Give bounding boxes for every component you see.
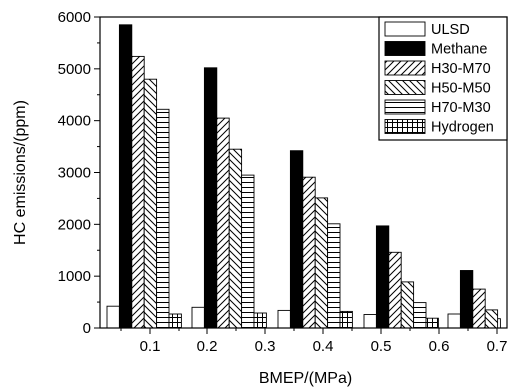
bar-hydrogen-3 bbox=[339, 310, 353, 329]
bars-layer bbox=[106, 24, 501, 329]
x-tick-label: 0.5 bbox=[371, 338, 392, 355]
bar-hydrogen-1 bbox=[168, 313, 182, 329]
bar-methane-1 bbox=[118, 24, 133, 329]
x-axis: 0.1 0.2 0.3 0.4 0.5 0.6 0.7 bbox=[120, 328, 508, 355]
legend-swatch-ulsd bbox=[384, 21, 426, 37]
y-tick-label: 1000 bbox=[58, 268, 91, 285]
bar-hydrogen-4 bbox=[425, 317, 439, 329]
y-tick-label: 5000 bbox=[58, 61, 91, 78]
y-tick-label: 3000 bbox=[58, 165, 91, 182]
x-tick-label: 0.6 bbox=[429, 338, 450, 355]
legend-swatch-h30-m70 bbox=[384, 60, 426, 76]
bar-ulsd-5 bbox=[447, 313, 461, 329]
bar-h70-m30-4 bbox=[413, 302, 427, 329]
x-tick-label: 0.3 bbox=[255, 338, 276, 355]
legend-label-hydrogen: Hydrogen bbox=[431, 120, 494, 136]
y-axis: 0 1000 2000 3000 4000 5000 6000 bbox=[58, 9, 100, 337]
bar-h70-m30-2 bbox=[241, 174, 255, 329]
bar-hydrogen-2 bbox=[253, 312, 267, 329]
bar-h30-m70-1 bbox=[131, 55, 145, 329]
legend-swatch-methane bbox=[384, 41, 426, 56]
bar-h50-m50-3 bbox=[314, 197, 329, 329]
x-axis-title: BMEP/(MPa) bbox=[259, 370, 352, 387]
bar-h50-m50-1 bbox=[143, 78, 158, 329]
bar-h70-m30-3 bbox=[327, 223, 341, 329]
bar-h30-m70-5 bbox=[472, 288, 486, 329]
bar-h50-m50-4 bbox=[400, 281, 415, 329]
legend: ULSD Methane H30-M70 H50-M50 H70-M30 Hydrogen bbox=[378, 16, 508, 141]
legend-label-h70-m30: H70-M30 bbox=[431, 100, 491, 116]
bar-h50-m50-2 bbox=[228, 148, 243, 329]
y-tick-label: 4000 bbox=[58, 113, 91, 130]
bar-methane-2 bbox=[203, 67, 218, 329]
x-tick-label: 0.4 bbox=[313, 338, 334, 355]
legend-swatch-hydrogen bbox=[384, 119, 426, 134]
legend-swatch-h50-m50 bbox=[384, 80, 426, 95]
bar-methane-5 bbox=[459, 270, 474, 329]
bar-h30-m70-3 bbox=[302, 176, 316, 329]
legend-swatch-h70-m30 bbox=[384, 99, 426, 115]
bar-h30-m70-4 bbox=[388, 251, 402, 329]
bar-h70-m30-1 bbox=[156, 108, 170, 329]
y-tick-label: 0 bbox=[83, 320, 91, 337]
legend-label-ulsd: ULSD bbox=[431, 22, 470, 38]
y-tick-label: 2000 bbox=[58, 216, 91, 233]
legend-label-h30-m70: H30-M70 bbox=[431, 61, 491, 77]
x-tick-label: 0.2 bbox=[197, 338, 218, 355]
legend-label-h50-m50: H50-M50 bbox=[431, 81, 491, 97]
y-tick-label: 6000 bbox=[58, 9, 91, 26]
y-axis-title: HC emissions/(ppm) bbox=[12, 100, 29, 245]
x-tick-label: 0.7 bbox=[487, 338, 508, 355]
plot-frame bbox=[99, 16, 508, 329]
x-tick-label: 0.1 bbox=[140, 338, 161, 355]
bar-ulsd-3 bbox=[277, 309, 291, 329]
bar-ulsd-4 bbox=[363, 314, 377, 329]
bar-methane-3 bbox=[289, 150, 304, 329]
bar-ulsd-2 bbox=[191, 306, 205, 329]
bar-h50-m50-5 bbox=[484, 309, 499, 329]
legend-label-methane: Methane bbox=[431, 42, 487, 58]
bar-ulsd-1 bbox=[106, 305, 120, 329]
bar-methane-4 bbox=[375, 225, 390, 329]
bar-h30-m70-2 bbox=[216, 117, 230, 329]
